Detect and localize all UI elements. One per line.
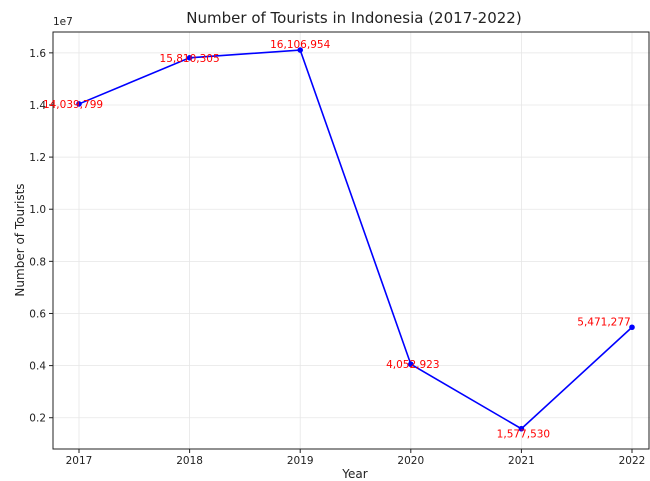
chart-title: Number of Tourists in Indonesia (2017-20… bbox=[186, 9, 521, 27]
x-tick-label: 2018 bbox=[176, 455, 203, 467]
x-tick-label: 2019 bbox=[287, 455, 314, 467]
series-line bbox=[78, 49, 633, 430]
data-labels: 14,039,799 15,810,305 16,106,954 4,052,923 1… bbox=[43, 39, 631, 441]
data-label: 15,810,305 bbox=[160, 53, 220, 65]
data-label: 5,471,277 bbox=[577, 316, 630, 328]
ticks: 0.2 0.4 0.6 0.8 1.0 1.2 1.4 1.6 2017 2018 2019 2020… bbox=[29, 48, 645, 467]
x-tick-label: 2021 bbox=[508, 455, 535, 467]
data-label: 4,052,923 bbox=[386, 359, 439, 371]
x-tick-label: 2020 bbox=[397, 455, 424, 467]
y-tick-label: 1.6 bbox=[29, 48, 46, 60]
data-label: 14,039,799 bbox=[43, 99, 103, 111]
grid bbox=[53, 32, 650, 449]
series bbox=[76, 47, 635, 432]
y-tick-label: 0.8 bbox=[29, 256, 46, 268]
data-label: 16,106,954 bbox=[270, 39, 330, 51]
x-axis-label: Year bbox=[341, 467, 367, 481]
data-point bbox=[408, 361, 414, 368]
x-tick-label: 2022 bbox=[619, 455, 646, 467]
data-point bbox=[297, 47, 304, 53]
y-axis-label: Number of Tourists bbox=[13, 183, 27, 296]
axes bbox=[52, 31, 650, 450]
data-point bbox=[76, 101, 82, 107]
data-point bbox=[186, 54, 193, 61]
y-offset-label: 1e7 bbox=[53, 16, 73, 28]
y-tick-label: 1.4 bbox=[29, 100, 46, 112]
y-tick-label: 0.4 bbox=[29, 361, 46, 373]
y-tick-label: 1.2 bbox=[29, 152, 46, 164]
y-tick-label: 1.0 bbox=[29, 204, 46, 216]
data-label: 1,577,530 bbox=[497, 429, 550, 441]
x-tick-label: 2017 bbox=[66, 455, 93, 467]
y-tick-label: 0.2 bbox=[29, 413, 46, 425]
data-point bbox=[629, 324, 635, 331]
y-tick-label: 0.6 bbox=[29, 308, 46, 320]
plot-frame bbox=[52, 31, 650, 450]
data-point bbox=[518, 425, 525, 432]
